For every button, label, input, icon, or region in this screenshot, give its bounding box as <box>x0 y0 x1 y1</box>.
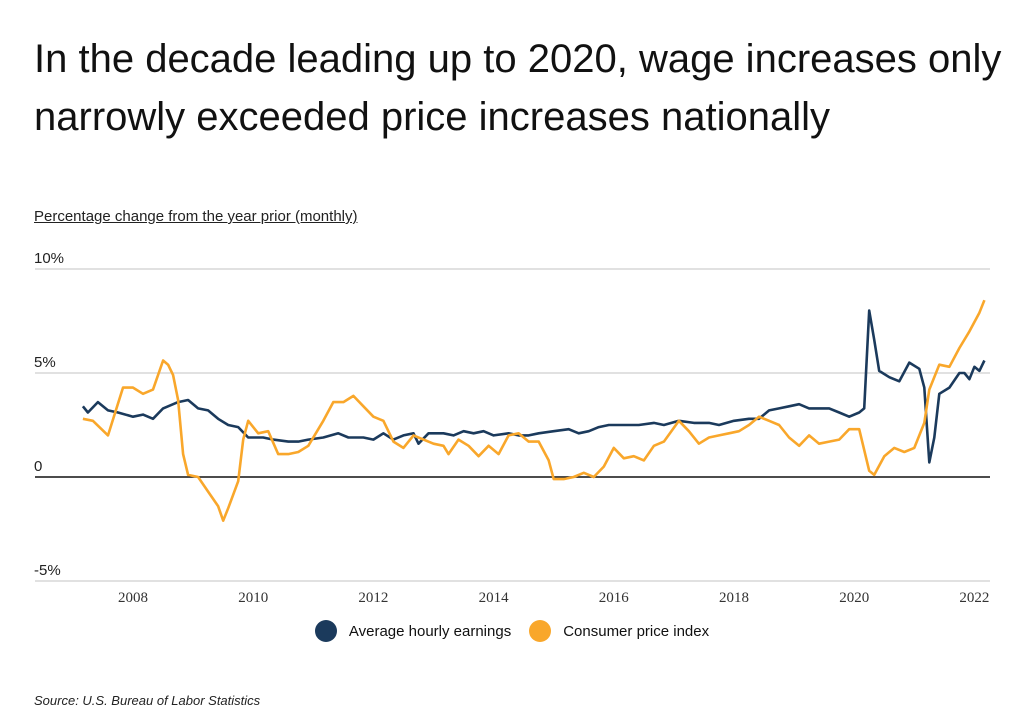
series-line-average-hourly-earnings <box>81 309 986 464</box>
x-tick-label: 2008 <box>118 590 148 606</box>
line-chart: 10% 5% 0 -5% 2008 2010 2012 2014 2016 2018 2020 202… <box>34 250 990 606</box>
x-tick-label: 2018 <box>719 590 749 606</box>
x-tick-label: 2016 <box>599 590 630 606</box>
y-axis-label: Percentage change from the year prior (m… <box>34 208 358 225</box>
legend-label-earnings: Average hourly earnings <box>348 622 512 640</box>
y-tick-label: 0 <box>34 458 42 475</box>
series-line-consumer-price-index <box>82 299 986 522</box>
legend-item-earnings: Average hourly earnings <box>314 620 512 642</box>
legend-marker-cpi <box>529 620 552 642</box>
legend-marker-earnings <box>314 620 337 642</box>
x-tick-label: 2020 <box>839 590 869 606</box>
x-tick-label: 2010 <box>238 590 268 606</box>
x-tick-label: 2012 <box>358 590 388 606</box>
y-tick-label: 5% <box>34 354 56 371</box>
source-note: Source: U.S. Bureau of Labor Statistics <box>34 693 261 708</box>
x-tick-label: 2014 <box>479 590 510 606</box>
x-tick-label: 2022 <box>959 590 989 606</box>
y-tick-label: 10% <box>34 250 64 267</box>
chart-title: In the decade leading up to 2020, wage i… <box>34 37 1002 139</box>
y-tick-label: -5% <box>34 562 61 579</box>
legend-label-cpi: Consumer price index <box>563 622 710 640</box>
legend: Average hourly earnings Consumer price i… <box>0 620 1024 642</box>
legend-item-cpi: Consumer price index <box>529 620 709 642</box>
